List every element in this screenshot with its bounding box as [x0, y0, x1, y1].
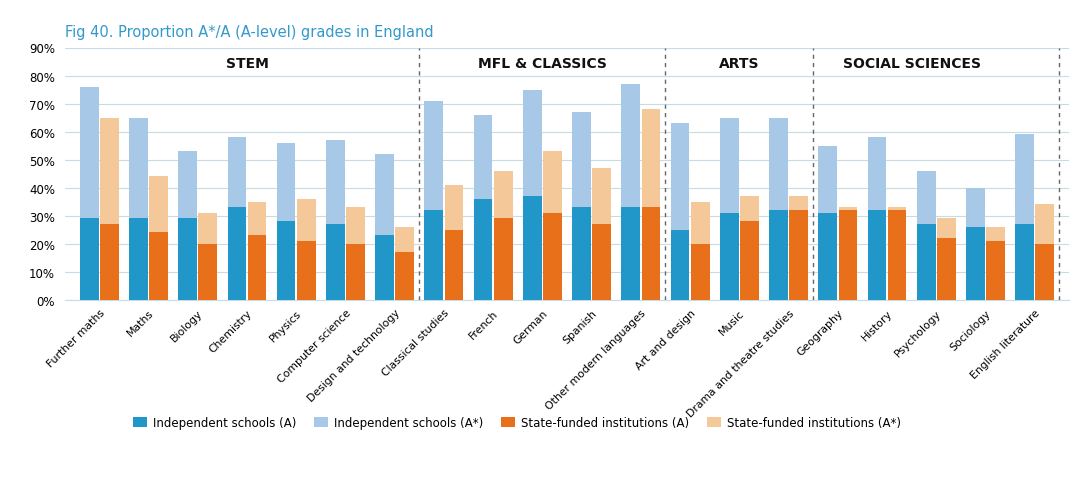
Bar	[1015, 135, 1034, 225]
Bar	[819, 213, 837, 300]
Bar	[228, 138, 246, 208]
Text: Fig 40. Proportion A*/A (A-level) grades in England: Fig 40. Proportion A*/A (A-level) grades…	[65, 25, 433, 40]
Bar	[149, 233, 168, 300]
Bar	[937, 239, 956, 300]
Bar	[523, 91, 542, 197]
Legend: Independent schools (A), Independent schools (A*), State-funded institutions (A): Independent schools (A), Independent sch…	[129, 412, 905, 434]
Bar	[199, 244, 217, 300]
Bar	[769, 118, 787, 211]
Bar	[966, 227, 985, 300]
Bar	[326, 225, 345, 300]
Bar	[966, 188, 985, 227]
Bar	[297, 199, 315, 242]
Bar	[375, 155, 394, 236]
Bar	[247, 202, 267, 236]
Bar	[838, 211, 858, 300]
Bar	[867, 138, 887, 211]
Bar	[1036, 244, 1054, 300]
Bar	[543, 152, 562, 213]
Bar	[424, 102, 443, 211]
Bar	[395, 227, 414, 253]
Bar	[986, 242, 1005, 300]
Bar	[494, 219, 513, 300]
Text: MFL & CLASSICS: MFL & CLASSICS	[478, 57, 607, 71]
Bar	[888, 211, 906, 300]
Bar	[474, 116, 492, 199]
Bar	[129, 118, 148, 219]
Bar	[740, 197, 759, 222]
Bar	[494, 171, 513, 219]
Bar	[740, 222, 759, 300]
Bar	[937, 219, 956, 239]
Bar	[375, 236, 394, 300]
Bar	[917, 171, 935, 225]
Bar	[276, 143, 296, 222]
Bar	[720, 213, 739, 300]
Bar	[867, 211, 887, 300]
Bar	[789, 211, 808, 300]
Bar	[642, 208, 660, 300]
Bar	[178, 152, 197, 219]
Bar	[228, 208, 246, 300]
Bar	[621, 85, 640, 208]
Bar	[819, 146, 837, 213]
Bar	[100, 118, 119, 225]
Text: ARTS: ARTS	[719, 57, 759, 71]
Bar	[789, 197, 808, 211]
Bar	[100, 225, 119, 300]
Bar	[395, 253, 414, 300]
Bar	[671, 230, 689, 300]
Bar	[474, 199, 492, 300]
Bar	[621, 208, 640, 300]
Bar	[129, 219, 148, 300]
Bar	[445, 185, 463, 230]
Bar	[592, 225, 611, 300]
Bar	[769, 211, 787, 300]
Bar	[838, 208, 858, 211]
Bar	[986, 227, 1005, 242]
Bar	[720, 118, 739, 213]
Bar	[917, 225, 935, 300]
Bar	[347, 244, 365, 300]
Bar	[523, 197, 542, 300]
Bar	[199, 213, 217, 244]
Bar	[543, 213, 562, 300]
Bar	[149, 177, 168, 233]
Bar	[297, 242, 315, 300]
Bar	[424, 211, 443, 300]
Bar	[326, 141, 345, 225]
Bar	[247, 236, 267, 300]
Bar	[1015, 225, 1034, 300]
Bar	[572, 113, 591, 208]
Bar	[445, 230, 463, 300]
Bar	[178, 219, 197, 300]
Bar	[572, 208, 591, 300]
Bar	[80, 219, 98, 300]
Bar	[347, 208, 365, 244]
Text: SOCIAL SCIENCES: SOCIAL SCIENCES	[842, 57, 981, 71]
Bar	[80, 88, 98, 219]
Bar	[642, 110, 660, 208]
Bar	[276, 222, 296, 300]
Bar	[671, 124, 689, 230]
Text: STEM: STEM	[226, 57, 269, 71]
Bar	[1036, 205, 1054, 244]
Bar	[691, 244, 710, 300]
Bar	[888, 208, 906, 211]
Bar	[691, 202, 710, 244]
Bar	[592, 168, 611, 225]
